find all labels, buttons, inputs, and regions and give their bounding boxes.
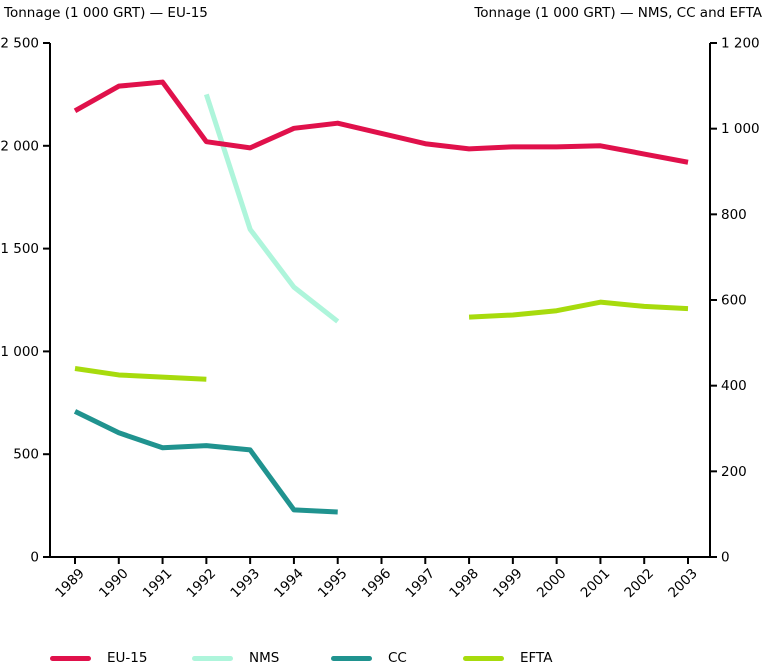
legend-label-nms: NMS [249,650,280,666]
series-line-eu-15 [73,79,689,165]
x-tick-label-1997: 1997 [403,566,439,602]
chart-legend: EU-15 NMS CC EFTA [0,649,768,667]
x-tick-label-2001: 2001 [578,566,614,602]
series-line-efta [74,366,207,382]
x-tick-label-1996: 1996 [359,566,395,602]
right-axis-tick-label: 200 [721,464,747,480]
legend-swatch-efta [463,655,504,661]
legend-item-efta: EFTA [463,649,553,667]
legend-item-eu-15: EU-15 [50,649,147,667]
tonnage-line-chart: 0 500 1 000 1 500 2 000 2 500 0 200 400 600 800 1 0… [0,36,760,602]
legend-swatch-nms [192,655,233,661]
x-tick-label-1993: 1993 [227,566,263,602]
legend-swatch-cc [331,655,372,661]
right-axis-tick-label: 0 [721,550,730,566]
x-tick-label-1998: 1998 [446,566,482,602]
legend-label-cc: CC [388,650,407,666]
left-axis-title: Tonnage (1 000 GRT) — EU-15 [4,5,208,21]
left-axis-tick-label: 2 000 [0,138,39,154]
x-tick-label-1994: 1994 [271,566,307,602]
x-tick-label-1995: 1995 [315,566,351,602]
series-line-nms [203,93,340,324]
left-axis-tick-label: 2 500 [0,36,39,52]
x-tick-label-1999: 1999 [490,566,526,602]
left-axis-tick-label: 1 000 [0,344,39,360]
left-axis-tick-label: 1 500 [0,241,39,257]
right-axis-title: Tonnage (1 000 GRT) — NMS, CC and EFTA [474,5,762,21]
right-axis-tick-label: 1 200 [721,36,760,52]
left-axis-tick-label: 500 [13,447,39,463]
x-tick-label-1992: 1992 [184,566,220,602]
x-tick-label-2003: 2003 [665,566,701,602]
x-tick-label-2000: 2000 [534,566,570,602]
x-tick-label-1990: 1990 [96,566,132,602]
x-tick-label-2002: 2002 [621,566,657,602]
right-axis-tick-label: 800 [721,207,747,223]
right-axis-tick-label: 1 000 [721,121,760,137]
x-tick-label-1991: 1991 [140,566,176,602]
series-line-cc [73,409,338,515]
legend-label-eu-15: EU-15 [107,650,148,666]
legend-item-nms: NMS [192,649,279,667]
x-tick-label-1989: 1989 [52,566,88,602]
legend-swatch-eu-15 [50,655,91,661]
right-axis-tick-label: 600 [721,293,747,309]
right-axis-tick-label: 400 [721,378,747,394]
left-axis-tick-label: 0 [30,550,39,566]
legend-label-efta: EFTA [520,650,553,666]
series-line-efta [468,299,689,320]
legend-item-cc: CC [331,649,407,667]
